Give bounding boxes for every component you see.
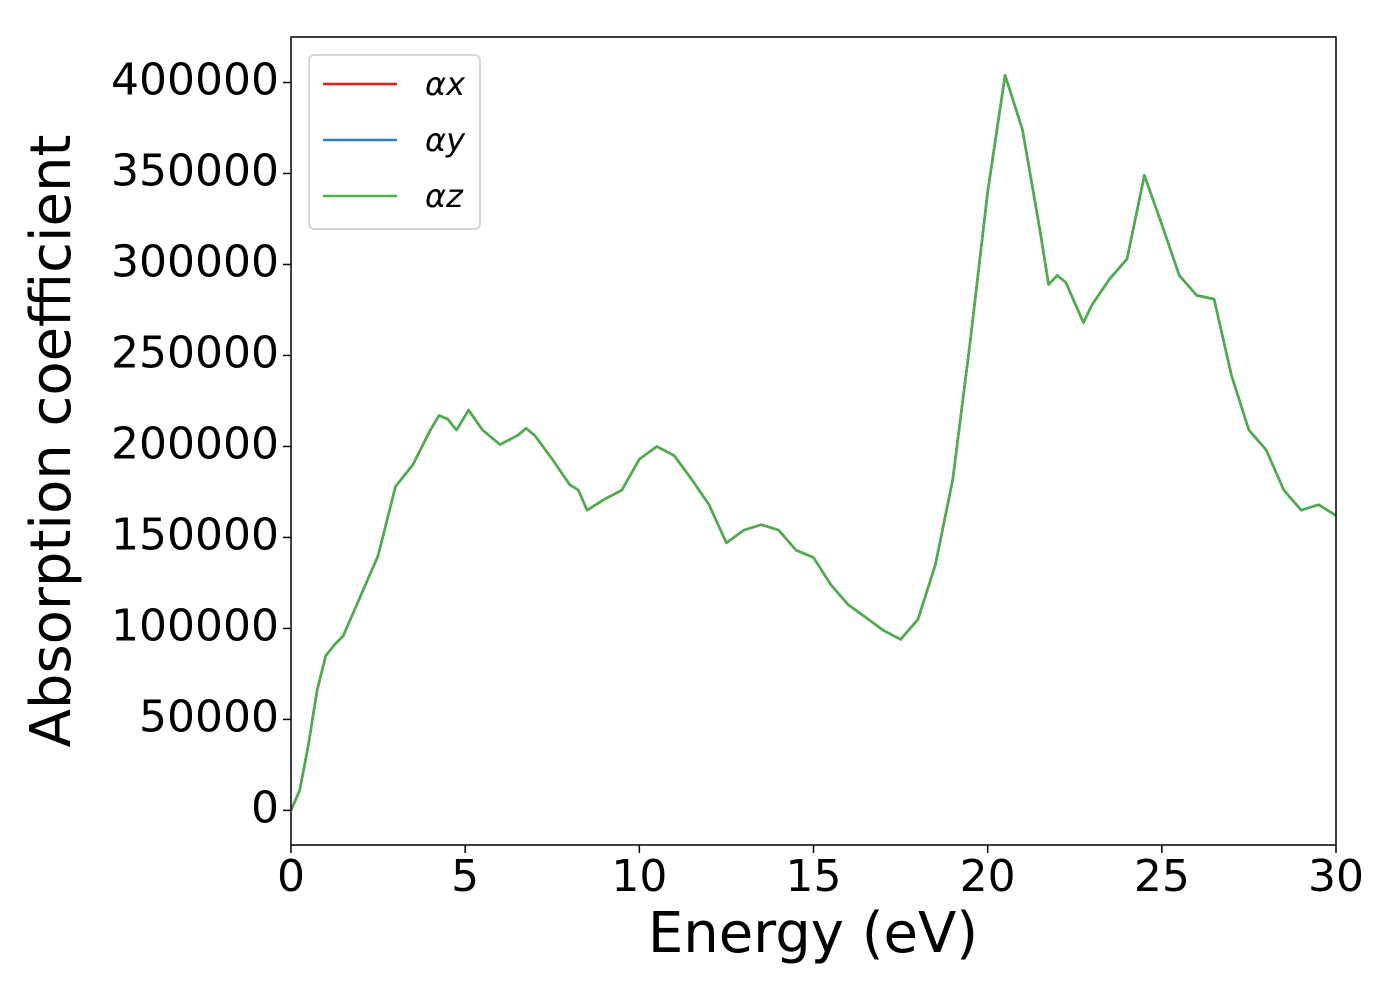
y-tick-label: 250000 — [111, 327, 279, 378]
legend-label: αy — [425, 121, 466, 159]
series-line — [289, 73, 1337, 811]
x-tick-label: 30 — [1308, 851, 1364, 902]
x-tick-label: 25 — [1134, 851, 1190, 902]
y-tick-label: 0 — [251, 782, 279, 833]
y-tick-label: 100000 — [111, 600, 279, 651]
x-tick-label: 10 — [611, 851, 667, 902]
y-axis-label: Absorption coefficient — [19, 135, 84, 748]
plot-frame — [290, 36, 1337, 846]
legend-label: αz — [425, 177, 464, 215]
x-tick-label: 15 — [786, 851, 842, 902]
x-tick-label: 20 — [960, 851, 1016, 902]
y-tick-label: 50000 — [139, 691, 279, 742]
x-tick-label: 5 — [451, 851, 479, 902]
y-tick-label: 150000 — [111, 509, 279, 560]
y-tick-label: 300000 — [111, 236, 279, 287]
x-tick-label: 0 — [277, 851, 305, 902]
y-tick-label: 350000 — [111, 145, 279, 196]
y-tick-label: 400000 — [111, 54, 279, 105]
legend-label: αx — [425, 65, 466, 103]
legend-box — [308, 54, 481, 230]
x-axis-label: Energy (eV) — [648, 901, 978, 966]
y-tick-label: 200000 — [111, 418, 279, 469]
